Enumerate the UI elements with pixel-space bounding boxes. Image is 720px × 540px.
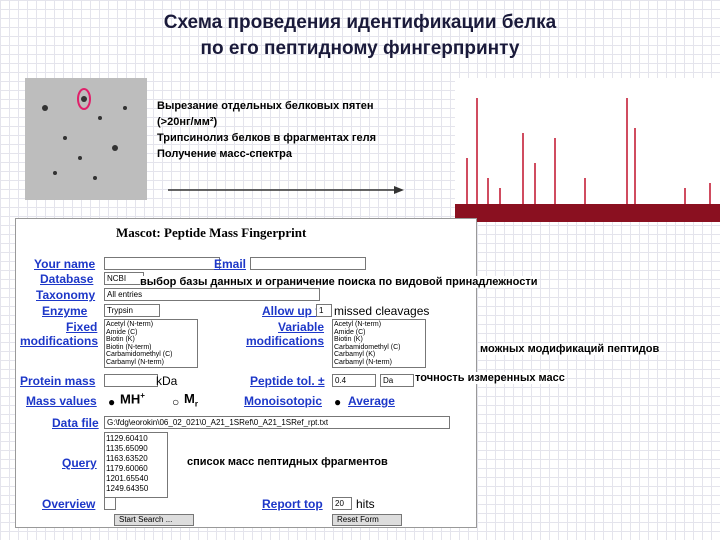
title: Схема проведения идентификации белка	[163, 12, 557, 33]
textarea[interactable]: 1129.60410 1135.65090 1163.63520 1179.60060…	[104, 432, 168, 498]
text: MH+	[120, 391, 145, 406]
field-label: Enzyme	[42, 304, 88, 318]
text: 1179.60060	[106, 464, 148, 473]
text: 1249.64350	[106, 484, 149, 493]
text: MH	[120, 391, 141, 407]
list-item[interactable]: Carbamidomethyl (C)	[334, 343, 401, 351]
text: 1129.60410	[106, 434, 148, 443]
button[interactable]: Start Search ...	[114, 514, 194, 526]
spectrum-image	[455, 78, 720, 222]
field-label: Taxonomy	[36, 288, 96, 302]
field-label: Overview	[42, 497, 96, 511]
field-label: Mass values	[26, 394, 97, 408]
gel-image	[25, 78, 147, 200]
text: hits	[356, 497, 375, 511]
annotation: выбор базы данных и ограничение поиска п…	[140, 276, 538, 288]
list-item[interactable]: Amide (C)	[334, 328, 366, 336]
input[interactable]	[104, 257, 220, 270]
field-label: modifications	[246, 334, 325, 348]
text: kDa	[156, 374, 178, 388]
field-label: Allow up to	[262, 304, 327, 318]
field-label: Report top	[262, 497, 323, 511]
input[interactable]: 0.4	[332, 374, 376, 387]
mascot-form: Mascot: Peptide Mass Fingerprint Your na…	[15, 218, 477, 528]
step: Трипсинолиз белков в фрагментах геля	[157, 132, 377, 144]
radio[interactable]: ●	[334, 395, 342, 409]
input[interactable]: All entries	[104, 288, 320, 301]
list-item[interactable]: Biotin (K)	[334, 336, 363, 343]
radio[interactable]: ○	[172, 395, 180, 409]
list-item[interactable]: Carbamyl (N-term)	[334, 358, 392, 366]
field-label: Peptide tol. ±	[250, 374, 325, 388]
text: +	[140, 391, 145, 400]
radio[interactable]: ●	[108, 395, 116, 409]
listbox[interactable]: Acetyl (N-term) Amide (C) Biotin (K) Biotin…	[104, 319, 198, 368]
button[interactable]: Reset Form	[332, 514, 402, 526]
list-item[interactable]: Amide (C)	[106, 328, 138, 336]
annotation: можных модификаций пептидов	[480, 343, 660, 355]
field-label: Average	[348, 394, 395, 408]
step: Получение масс-спектра	[157, 148, 293, 160]
field-label: Monoisotopic	[244, 394, 322, 408]
field-label: Email	[214, 257, 247, 271]
text: 1163.63520	[106, 454, 148, 463]
step: (>20нг/мм²)	[157, 116, 218, 128]
list-item[interactable]: Carbamidomethyl (C)	[106, 351, 173, 358]
input[interactable]: NCBI	[104, 272, 144, 285]
input[interactable]: G:\fdg\eorokin\06_02_021\0_A21_1SRef\0_A…	[104, 416, 450, 429]
field-label: Variable	[278, 320, 325, 334]
input[interactable]: 20	[332, 497, 352, 510]
text: 1135.65090	[106, 444, 148, 453]
step: Вырезание отдельных белковых пятен	[157, 100, 374, 112]
field-label: modifications	[20, 334, 99, 348]
field-label: Database	[40, 272, 94, 286]
text: M	[184, 391, 195, 406]
annotation: список масс пептидных фрагментов	[187, 456, 388, 468]
list-item[interactable]: Carbamyl (K)	[334, 351, 376, 358]
checkbox[interactable]	[104, 497, 116, 510]
field-label: Data file	[52, 416, 99, 430]
list-item[interactable]: Carbamyl (N-term)	[106, 358, 164, 366]
field-label: Query	[62, 456, 97, 470]
form-title: Mascot: Peptide Mass Fingerprint	[116, 225, 307, 240]
field-label: Fixed	[66, 320, 98, 334]
list-item[interactable]: Biotin (K)	[106, 336, 135, 343]
annotation: точность измеренных масс	[415, 372, 565, 384]
title: по его пептидному фингерпринту	[200, 38, 520, 59]
input[interactable]: Da	[380, 374, 414, 387]
text: Mr	[184, 391, 198, 409]
list-item[interactable]: Biotin (N-term)	[106, 343, 152, 351]
input[interactable]	[250, 257, 366, 270]
text: 1201.65540	[106, 474, 149, 483]
list-item[interactable]: Acetyl (N-term)	[334, 321, 382, 328]
field-label: Protein mass	[20, 374, 96, 388]
list-item[interactable]: Acetyl (N-term)	[106, 321, 154, 328]
input[interactable]: 1	[316, 304, 332, 317]
text: r	[194, 399, 198, 409]
input[interactable]: Trypsin	[104, 304, 160, 317]
input[interactable]	[104, 374, 158, 387]
text: missed cleavages	[334, 304, 430, 318]
listbox[interactable]: Acetyl (N-term) Amide (C) Biotin (K) Carbam…	[332, 319, 426, 368]
field-label: Your name	[34, 257, 96, 271]
